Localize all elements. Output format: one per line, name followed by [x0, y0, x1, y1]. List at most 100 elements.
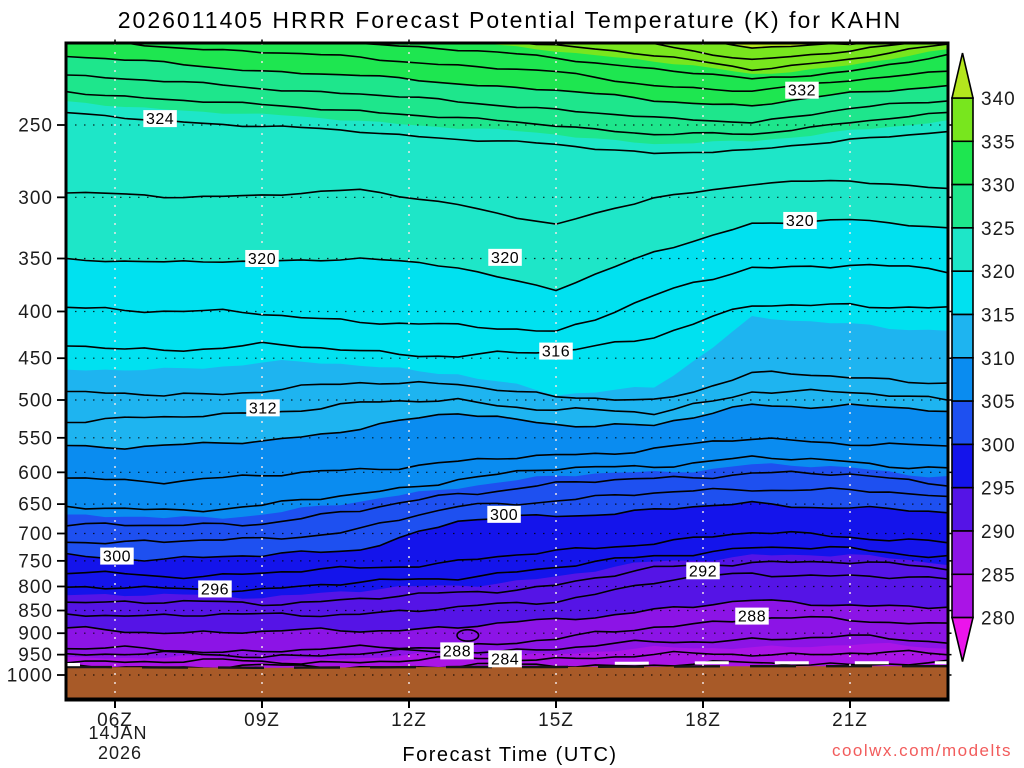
date-label-line1: 14JAN — [88, 723, 147, 743]
contour-label-288: 288 — [443, 643, 471, 660]
colorbar-label-335: 335 — [981, 132, 1016, 153]
contour-label-288: 288 — [738, 609, 766, 626]
x-tick-label-18Z: 18Z — [685, 710, 721, 731]
terrain-fill — [66, 666, 948, 700]
contour-label-324: 324 — [146, 111, 174, 128]
contour-line-290 — [66, 599, 948, 635]
contour-line-334 — [336, 43, 948, 80]
colorbar-segment-0 — [951, 97, 974, 143]
y-tick-label-850: 850 — [18, 601, 53, 622]
contour-label-bg — [487, 505, 521, 523]
x-tick-label-21Z: 21Z — [832, 710, 868, 731]
contour-label-bg — [783, 211, 817, 229]
contour-line-316 — [66, 302, 948, 358]
contour-label-332: 332 — [788, 83, 816, 100]
colorbar-label-280: 280 — [981, 609, 1016, 630]
terrain-layer — [66, 661, 948, 700]
contour-line-304 — [66, 470, 948, 527]
contour-label-bg — [686, 562, 720, 580]
x-tick-label-09Z: 09Z — [244, 710, 280, 731]
colorbar-segment-4 — [951, 270, 974, 316]
surface-white-dashes — [614, 661, 948, 665]
contour-line-318 — [66, 263, 948, 332]
contour-label-316: 316 — [542, 344, 570, 361]
contour-line-328 — [66, 74, 948, 124]
contour-line-324 — [66, 111, 948, 155]
contour-label-bg — [735, 607, 769, 625]
contour-line-298 — [66, 530, 948, 580]
contour-line-292 — [66, 572, 948, 618]
y-tick-label-500: 500 — [18, 390, 53, 411]
contour-label-284: 284 — [491, 651, 519, 668]
colorbar-label-300: 300 — [981, 435, 1016, 456]
x-tick-label-06Z: 06Z — [97, 710, 133, 731]
contour-label-bg — [539, 342, 573, 360]
contour-label-bg — [488, 248, 522, 266]
colorbar-segment-5 — [951, 313, 974, 359]
contour-label-320: 320 — [786, 213, 814, 230]
x-axis-title: Forecast Time (UTC) — [402, 744, 617, 766]
colorbar-label-310: 310 — [981, 349, 1016, 370]
contour-label-bg — [488, 650, 522, 668]
contour-line-288 — [66, 615, 948, 654]
contour-label-320: 320 — [248, 251, 276, 268]
contour-label-bg — [100, 547, 134, 565]
colorbar-label-295: 295 — [981, 479, 1016, 500]
colorbar-label-290: 290 — [981, 522, 1016, 543]
contour-label-300: 300 — [103, 549, 131, 566]
contour-line-286 — [66, 634, 948, 659]
y-tick-label-900: 900 — [18, 624, 53, 645]
y-tick-label-650: 650 — [18, 495, 53, 516]
colorbar-label-325: 325 — [981, 219, 1016, 240]
contour-label-320: 320 — [491, 250, 519, 267]
contour-label-bg — [440, 642, 474, 660]
contour-label-296: 296 — [201, 581, 229, 598]
colorbar-label-285: 285 — [981, 565, 1016, 586]
colorbar-segment-2 — [951, 183, 974, 229]
contour-line-330 — [66, 55, 948, 107]
y-tick-label-250: 250 — [18, 116, 53, 137]
y-tick-label-600: 600 — [18, 463, 53, 484]
contour-line-310 — [66, 403, 948, 450]
colorbar-segment-11 — [951, 573, 974, 619]
contour-label-layer: 324 332 320 320 320 316 312 300 300 296 292 288 288 2… — [100, 81, 819, 668]
y-tick-label-950: 950 — [18, 645, 53, 666]
colorbar-label-315: 315 — [981, 306, 1016, 327]
contour-label-bg — [785, 81, 819, 99]
surface-white-dash-left — [67, 662, 80, 667]
contour-line-308 — [66, 437, 948, 485]
contour-label-292: 292 — [689, 563, 717, 580]
contour-label-312: 312 — [249, 400, 277, 417]
contour-label-bg — [198, 580, 232, 598]
colorbar-segment-10 — [951, 530, 974, 576]
y-tick-label-450: 450 — [18, 349, 53, 370]
date-label-line2: 2026 — [98, 743, 142, 763]
colorbar: 340 335 330 325 320 315 310 305 300 295 290 285 280 — [950, 52, 1016, 662]
colorbar-segment-1 — [951, 140, 974, 186]
fill-band-340 — [66, 43, 948, 49]
y-tick-label-400: 400 — [18, 302, 53, 323]
y-tick-label-800: 800 — [18, 577, 53, 598]
colorbar-segment-9 — [951, 486, 974, 532]
contour-line-338 — [645, 43, 916, 61]
colorbar-segment-6 — [951, 356, 974, 402]
y-tick-label-1000: 1000 — [7, 665, 53, 686]
y-tick-label-750: 750 — [18, 551, 53, 572]
x-tick-label-12Z: 12Z — [391, 710, 427, 731]
contour-line-340 — [717, 43, 869, 49]
colorbar-segment-7 — [951, 400, 974, 446]
colorbar-label-305: 305 — [981, 392, 1016, 413]
chart-title: 2026011405 HRRR Forecast Potential Tempe… — [118, 7, 902, 33]
contour-label-300: 300 — [490, 507, 518, 524]
closed-contour-288 — [456, 628, 480, 642]
y-tick-label-700: 700 — [18, 524, 53, 545]
watermark-link[interactable]: coolwx.com/modelts — [832, 741, 1012, 760]
contour-line-336 — [516, 43, 948, 72]
contour-line-312 — [66, 388, 948, 424]
colorbar-arrow-bottom — [950, 616, 975, 662]
contour-line-326 — [66, 90, 948, 136]
colorbar-segment-3 — [951, 227, 974, 272]
y-tick-label-300: 300 — [18, 188, 53, 209]
